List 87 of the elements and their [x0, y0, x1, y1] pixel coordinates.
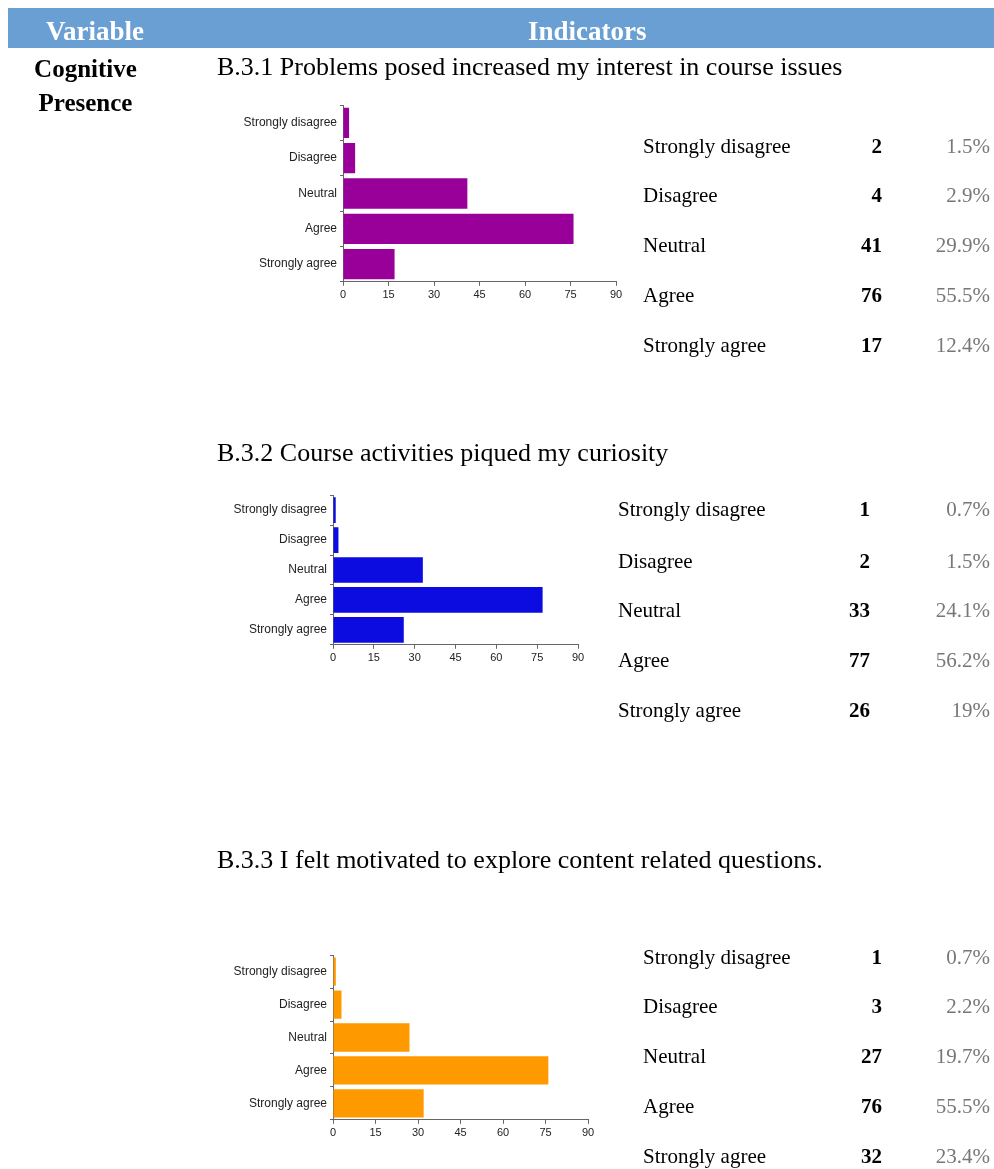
category-label: Strongly disagree — [618, 497, 766, 521]
chart-title: B.3.1 Problems posed increased my interest in course issues — [217, 52, 843, 82]
category-label: Strongly agree — [643, 1144, 767, 1168]
category-label: Strongly agree — [643, 333, 767, 357]
y-tick-label: Neutral — [288, 1029, 327, 1044]
category-label: Neutral — [618, 598, 681, 622]
category-label: Strongly disagree — [643, 134, 791, 158]
text: Indicators — [528, 16, 647, 47]
y-tick-label: Strongly disagree — [233, 963, 328, 978]
text: 2.9% — [945, 183, 990, 208]
category-label: Disagree — [643, 183, 718, 207]
text: 1 — [870, 945, 882, 970]
category-label: Strongly disagree — [643, 945, 791, 969]
x-tick-label: 0 — [329, 1126, 337, 1139]
category-label: Neutral — [643, 1044, 706, 1068]
y-tick-label: Neutral — [298, 185, 337, 200]
category-label: Neutral — [643, 233, 706, 257]
text: 0.7% — [945, 945, 990, 970]
y-tick-label: Strongly agree — [248, 622, 328, 637]
y-tick-label: Disagree — [278, 996, 328, 1011]
category-label: Disagree — [643, 994, 718, 1018]
text: 17 — [860, 333, 882, 358]
y-tick-label: Disagree — [288, 150, 338, 165]
text: 3 — [870, 994, 882, 1019]
text: 76 — [860, 283, 882, 308]
y-tick-label: Strongly disagree — [243, 115, 338, 130]
category-label: Agree — [643, 283, 695, 307]
text: 0.7% — [945, 497, 990, 522]
x-tick-label: 60 — [496, 1126, 510, 1139]
x-tick-label: 0 — [339, 288, 347, 301]
text: 2 — [858, 549, 870, 574]
text: 2.2% — [945, 994, 990, 1019]
x-tick-label: 15 — [382, 288, 395, 301]
x-tick-label: 45 — [449, 651, 462, 664]
y-tick-label: Disagree — [278, 532, 328, 547]
x-tick-label: 90 — [609, 288, 623, 301]
x-tick-label: 30 — [408, 651, 421, 664]
text: 2 — [870, 134, 882, 159]
y-tick-label: Agree — [294, 1062, 328, 1077]
text: Variable — [46, 16, 145, 47]
category-label: Agree — [643, 1094, 695, 1118]
y-tick-label: Neutral — [288, 562, 327, 577]
x-tick-label: 15 — [369, 1126, 382, 1139]
x-tick-label: 75 — [531, 651, 544, 664]
x-tick-label: 30 — [427, 288, 441, 301]
x-tick-label: 90 — [571, 651, 585, 664]
text: 24.1% — [934, 598, 990, 623]
text: 41 — [860, 233, 882, 258]
text: 1.5% — [945, 134, 990, 159]
text: 23.4% — [934, 1144, 990, 1169]
text: 77 — [848, 648, 870, 673]
y-tick-label: Strongly agree — [258, 256, 338, 271]
text: 12.4% — [934, 333, 990, 358]
text: 76 — [860, 1094, 882, 1119]
category-label: Agree — [618, 648, 670, 672]
x-tick-label: 30 — [411, 1126, 425, 1139]
text: 56.2% — [934, 648, 990, 673]
text: 32 — [860, 1144, 882, 1169]
x-tick-label: 0 — [329, 651, 337, 664]
chart-title: B.3.3 I felt motivated to explore content related questions. — [217, 845, 823, 875]
text: 19% — [950, 698, 990, 723]
y-tick-label: Strongly agree — [248, 1095, 328, 1110]
x-tick-label: 45 — [473, 288, 486, 301]
text: 33 — [848, 598, 870, 623]
text: 27 — [860, 1044, 882, 1069]
text: 19.7% — [934, 1044, 990, 1069]
text: 55.5% — [934, 1094, 990, 1119]
text: 1 — [858, 497, 870, 522]
x-tick-label: 60 — [490, 651, 503, 664]
text: 1.5% — [945, 549, 990, 574]
y-tick-label: Strongly disagree — [233, 502, 328, 517]
text: 29.9% — [934, 233, 990, 258]
text: Cognitive Presence — [33, 54, 138, 118]
text: 55.5% — [934, 283, 990, 308]
x-tick-label: 75 — [539, 1126, 552, 1139]
x-tick-label: 15 — [367, 651, 380, 664]
text: 4 — [870, 183, 882, 208]
x-tick-label: 75 — [564, 288, 577, 301]
y-tick-label: Agree — [294, 592, 328, 607]
category-label: Disagree — [618, 549, 693, 573]
x-tick-label: 60 — [518, 288, 532, 301]
category-label: Strongly agree — [618, 698, 742, 722]
chart-title: B.3.2 Course activities piqued my curiosity — [217, 438, 669, 468]
x-tick-label: 90 — [581, 1126, 595, 1139]
x-tick-label: 45 — [454, 1126, 467, 1139]
y-tick-label: Agree — [304, 221, 338, 236]
text: 26 — [848, 698, 870, 723]
